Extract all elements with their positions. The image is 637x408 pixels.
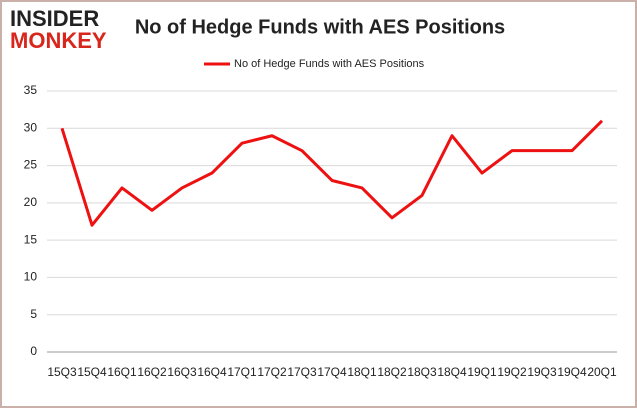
chart-title: No of Hedge Funds with AES Positions bbox=[135, 16, 505, 38]
logo-top: INSIDER bbox=[10, 6, 99, 31]
x-tick-label: 17Q4 bbox=[317, 365, 347, 379]
logo-bottom: MONKEY bbox=[10, 28, 107, 53]
y-tick-label: 30 bbox=[24, 120, 38, 134]
y-tick-label: 5 bbox=[30, 307, 37, 321]
x-tick-label: 16Q3 bbox=[167, 365, 197, 379]
x-tick-label: 19Q2 bbox=[497, 365, 527, 379]
x-tick-label: 16Q4 bbox=[197, 365, 227, 379]
data-line bbox=[60, 119, 604, 227]
x-tick-label: 18Q4 bbox=[437, 365, 467, 379]
x-tick-label: 17Q1 bbox=[227, 365, 257, 379]
x-tick-label: 15Q4 bbox=[77, 365, 107, 379]
y-tick-label: 10 bbox=[24, 270, 38, 284]
x-tick-label: 19Q1 bbox=[467, 365, 497, 379]
x-tick-label: 16Q1 bbox=[107, 365, 137, 379]
x-tick-label: 17Q3 bbox=[287, 365, 317, 379]
y-tick-label: 20 bbox=[24, 195, 38, 209]
x-tick-label: 20Q1 bbox=[587, 365, 617, 379]
x-tick-label: 18Q3 bbox=[407, 365, 437, 379]
y-tick-label: 35 bbox=[24, 83, 38, 97]
x-tick-label: 18Q2 bbox=[377, 365, 407, 379]
x-tick-label: 16Q2 bbox=[137, 365, 167, 379]
y-tick-label: 15 bbox=[24, 232, 38, 246]
x-tick-label: 19Q4 bbox=[557, 365, 587, 379]
x-tick-label: 18Q1 bbox=[347, 365, 377, 379]
x-tick-label: 19Q3 bbox=[527, 365, 557, 379]
y-tick-label: 25 bbox=[24, 158, 38, 172]
legend-label: No of Hedge Funds with AES Positions bbox=[234, 58, 425, 70]
x-tick-label: 17Q2 bbox=[257, 365, 287, 379]
y-tick-label: 0 bbox=[30, 344, 37, 358]
x-tick-label: 15Q3 bbox=[47, 365, 77, 379]
